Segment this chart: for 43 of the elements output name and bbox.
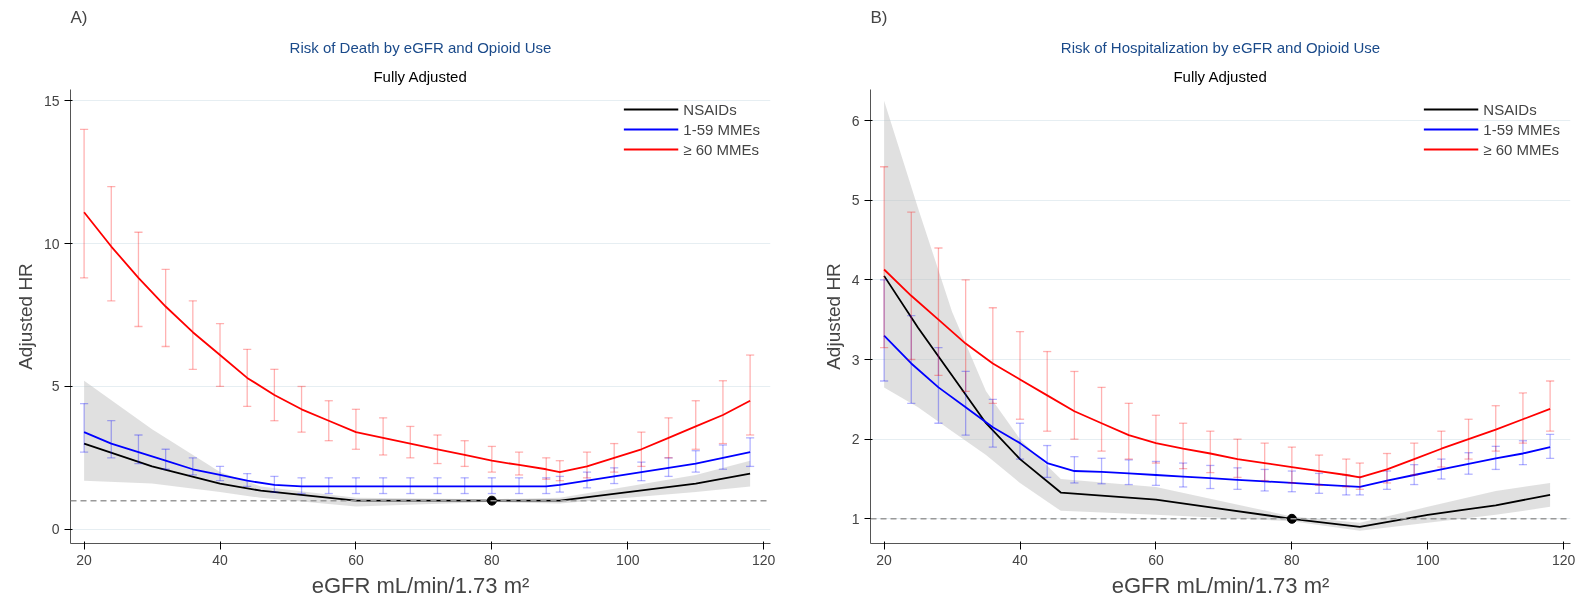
legend-label: ≥ 60 MMEs [683,140,760,158]
line-series [883,268,1552,479]
chart-title: Risk of Hospitalization by eGFR and Opioid Use [1060,38,1381,56]
text: B) [870,7,888,27]
y-tick-label: 15 [43,92,60,109]
legend-label: NSAIDs [1483,100,1537,118]
x-axis-title: eGFR mL/min/1.73 m² [1111,572,1330,598]
x-tick-label: 80 [1284,551,1300,568]
text: A) [70,7,88,27]
legend-label: 1-59 MMEs [683,120,760,138]
chart-title: Risk of Death by eGFR and Opioid Use [289,38,552,56]
x-tick-label: 120 [752,551,776,568]
y-tick-label: 0 [51,521,60,538]
x-tick-label: 20 [76,551,93,568]
y-tick-label: 10 [43,235,60,252]
x-axis-title: eGFR mL/min/1.73 m² [311,572,530,598]
line-series [83,431,752,488]
y-tick-label: 1 [851,510,860,527]
y-tick-label: 6 [851,112,860,129]
y-tick-label: 2 [851,431,860,448]
legend-label: ≥ 60 MMEs [1483,140,1560,158]
y-tick-label: 5 [51,378,60,395]
x-tick-label: 100 [1416,551,1440,568]
line-series [83,211,752,474]
y-axis-title: Adjusted HR [14,263,36,370]
x-tick-label: 60 [348,551,364,568]
x-tick-label: 60 [1148,551,1164,568]
legend-label: NSAIDs [683,100,737,118]
y-tick-label: 4 [851,271,860,288]
x-tick-label: 120 [1552,551,1576,568]
line-series [883,274,1552,528]
chart-subtitle: Fully Adjusted [373,67,467,85]
x-tick-label: 40 [212,551,229,568]
x-tick-label: 40 [1012,551,1029,568]
y-tick-label: 3 [851,351,860,368]
y-axis-title: Adjusted HR [822,263,844,370]
x-tick-label: 80 [484,551,500,568]
chart-subtitle: Fully Adjusted [1173,67,1267,85]
line-series [883,334,1552,488]
x-tick-label: 100 [616,551,640,568]
x-tick-label: 20 [876,551,893,568]
legend-label: 1-59 MMEs [1483,120,1560,138]
y-tick-label: 5 [851,192,860,209]
